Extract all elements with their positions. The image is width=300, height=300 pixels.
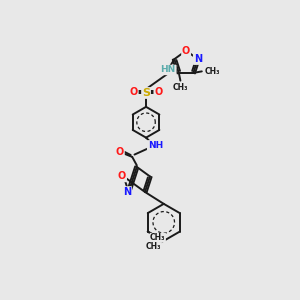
Text: CH₃: CH₃ bbox=[150, 233, 166, 242]
Text: S: S bbox=[142, 88, 150, 98]
Text: N: N bbox=[123, 187, 131, 197]
Text: HN: HN bbox=[160, 65, 176, 74]
Text: O: O bbox=[182, 46, 190, 56]
Text: NH: NH bbox=[148, 141, 163, 150]
Text: O: O bbox=[118, 172, 126, 182]
Text: CH₃: CH₃ bbox=[172, 83, 188, 92]
Text: N: N bbox=[194, 54, 202, 64]
Text: O: O bbox=[130, 87, 138, 97]
Text: CH₃: CH₃ bbox=[146, 242, 161, 251]
Text: O: O bbox=[154, 87, 163, 97]
Text: CH₃: CH₃ bbox=[205, 67, 220, 76]
Text: O: O bbox=[116, 147, 124, 157]
